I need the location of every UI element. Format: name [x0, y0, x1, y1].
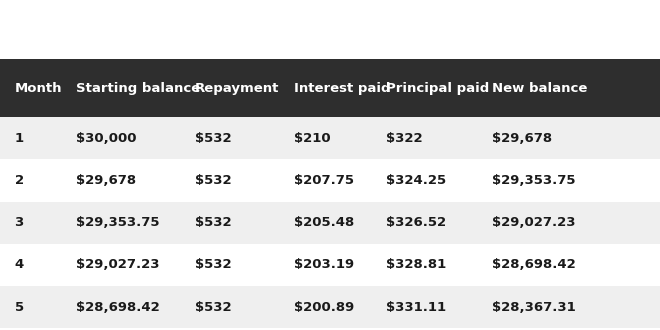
Text: $532: $532 — [195, 132, 231, 145]
Text: $326.52: $326.52 — [386, 216, 446, 229]
Text: $205.48: $205.48 — [294, 216, 354, 229]
Text: $29,353.75: $29,353.75 — [492, 174, 576, 187]
Text: $210: $210 — [294, 132, 330, 145]
Text: $322: $322 — [386, 132, 422, 145]
Text: $28,367.31: $28,367.31 — [492, 301, 576, 314]
Text: $28,698.42: $28,698.42 — [492, 258, 576, 272]
Text: $328.81: $328.81 — [386, 258, 446, 272]
Text: $331.11: $331.11 — [386, 301, 446, 314]
Text: $29,678: $29,678 — [76, 174, 136, 187]
Text: $532: $532 — [195, 258, 231, 272]
Text: $29,353.75: $29,353.75 — [76, 216, 160, 229]
Text: Principal paid: Principal paid — [386, 82, 489, 95]
Text: 1: 1 — [15, 132, 24, 145]
Text: $207.75: $207.75 — [294, 174, 354, 187]
Text: $532: $532 — [195, 216, 231, 229]
Text: New balance: New balance — [492, 82, 587, 95]
Bar — [0, 202, 660, 244]
Text: $532: $532 — [195, 301, 231, 314]
Text: $200.89: $200.89 — [294, 301, 354, 314]
Text: 5: 5 — [15, 301, 24, 314]
Bar — [0, 117, 660, 159]
Text: $324.25: $324.25 — [386, 174, 446, 187]
Text: 4: 4 — [15, 258, 24, 272]
Text: $29,027.23: $29,027.23 — [492, 216, 576, 229]
Bar — [0, 59, 660, 117]
Text: $532: $532 — [195, 174, 231, 187]
Text: $29,027.23: $29,027.23 — [76, 258, 160, 272]
Bar — [0, 159, 660, 202]
Text: Starting balance: Starting balance — [76, 82, 200, 95]
Text: Repayment: Repayment — [195, 82, 279, 95]
Bar — [0, 286, 660, 328]
Text: Month: Month — [15, 82, 62, 95]
Text: 3: 3 — [15, 216, 24, 229]
Text: $203.19: $203.19 — [294, 258, 354, 272]
Bar — [0, 244, 660, 286]
Text: $29,678: $29,678 — [492, 132, 552, 145]
Text: Interest paid: Interest paid — [294, 82, 390, 95]
Text: $30,000: $30,000 — [76, 132, 137, 145]
Text: 2: 2 — [15, 174, 24, 187]
Text: $28,698.42: $28,698.42 — [76, 301, 160, 314]
